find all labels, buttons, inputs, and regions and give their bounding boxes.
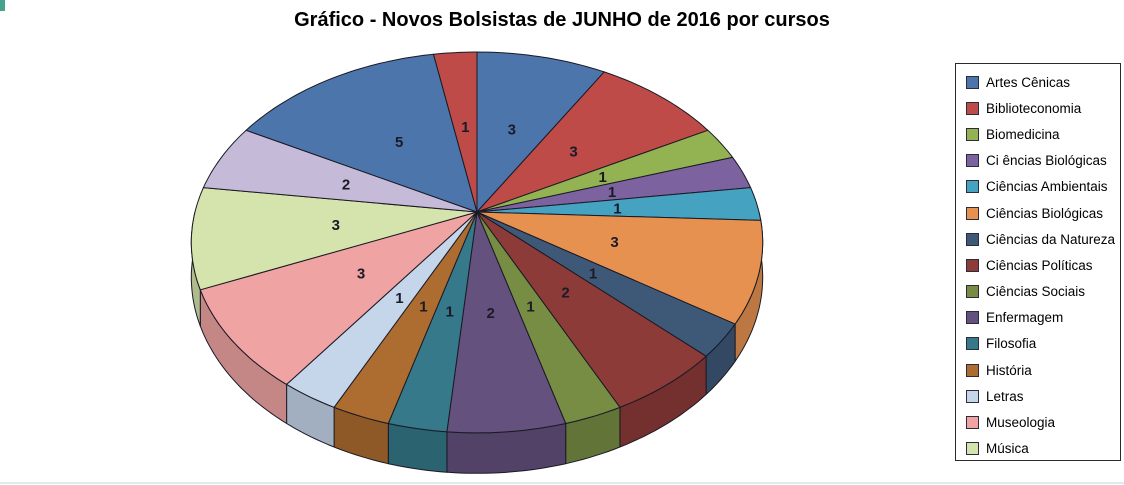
pie-slice-ci-ncias-da-natureza[interactable]: [476, 211, 736, 357]
pie-slice-museologia[interactable]: [199, 211, 478, 385]
legend-item[interactable]: Filosofia: [956, 331, 1120, 357]
legend-item[interactable]: Enfermagem: [956, 305, 1120, 331]
slice-value-label: 1: [395, 290, 403, 307]
pie-slice-artes-c-nicas[interactable]: [476, 51, 605, 213]
pie-slice-hist-ria[interactable]: [333, 211, 478, 424]
legend-item[interactable]: História: [956, 357, 1120, 383]
slice-value-label: 3: [332, 217, 340, 234]
legend-item[interactable]: Ciências da Natureza: [956, 226, 1120, 252]
slice-value-label: 1: [589, 265, 597, 282]
chart-legend[interactable]: Artes Cênicas Biblioteconomia Biomedicina C…: [955, 63, 1121, 461]
slice-value-label: 1: [526, 298, 534, 315]
legend-item[interactable]: Artes Cênicas: [956, 69, 1120, 95]
legend-swatch-icon: [966, 285, 979, 299]
pie-slice-m-sica[interactable]: [190, 187, 478, 291]
legend-swatch-icon: [966, 363, 979, 377]
legend-item[interactable]: Museologia: [956, 409, 1120, 435]
legend-label: História: [986, 362, 1032, 378]
pie-slice[interactable]: [433, 51, 478, 213]
legend-label: Artes Cênicas: [986, 74, 1071, 90]
legend-label: Música: [986, 441, 1029, 457]
pie-slice-ci-ncias-biol-gicas[interactable]: [476, 156, 752, 213]
slice-value-label: 3: [569, 144, 577, 161]
legend-swatch-icon: [966, 389, 979, 403]
legend-label: Ciências Políticas: [986, 257, 1093, 273]
legend-label: Ciências Biológicas: [986, 205, 1104, 221]
pie-slice-filosofia[interactable]: [387, 211, 478, 433]
slice-value-label: 1: [613, 200, 621, 217]
legend-swatch-icon: [966, 416, 979, 430]
legend-swatch-icon: [966, 180, 979, 194]
pie-slice[interactable]: [245, 53, 478, 213]
pie-walls-group: [190, 211, 764, 474]
legend-label: Enfermagem: [986, 310, 1064, 326]
legend-swatch-icon: [966, 75, 979, 89]
legend-item[interactable]: Biomedicina: [956, 121, 1120, 147]
pie-slice-ci-ncias-ambientais[interactable]: [476, 187, 762, 221]
pie-slice-letras[interactable]: [286, 211, 478, 408]
legend-item[interactable]: Ciências Sociais: [956, 279, 1120, 305]
pie-slice-biomedicina[interactable]: [476, 129, 734, 213]
slice-value-label: 1: [599, 169, 607, 186]
legend-label: Ci ências Biológicas: [986, 153, 1107, 169]
legend-item[interactable]: Música: [956, 436, 1120, 462]
slice-value-label: 2: [561, 285, 569, 302]
slice-value-label: 2: [487, 305, 495, 322]
legend-swatch-icon: [966, 442, 979, 456]
pie-slice-ci-ncias-biol-gicas[interactable]: [476, 211, 764, 325]
pie-slice[interactable]: [202, 129, 478, 213]
bottom-border-line: [0, 482, 1124, 484]
legend-swatch-icon: [966, 101, 979, 115]
legend-label: Museologia: [986, 415, 1056, 431]
legend-swatch-icon: [966, 154, 979, 168]
pie-slice-biblioteconomia[interactable]: [476, 71, 709, 213]
slice-value-label: 5: [395, 134, 403, 151]
corner-artifact: [0, 0, 5, 11]
legend-swatch-icon: [966, 311, 979, 325]
pie-tops-group: [190, 51, 764, 434]
legend-item[interactable]: Biblioteconomia: [956, 95, 1120, 121]
legend-item[interactable]: Letras: [956, 383, 1120, 409]
legend-swatch-icon: [966, 337, 979, 351]
legend-label: Biblioteconomia: [986, 100, 1082, 116]
slice-value-label: 3: [357, 265, 365, 282]
chart-title[interactable]: Gráfico - Novos Bolsistas de JUNHO de 20…: [294, 9, 830, 31]
slice-value-label: 1: [446, 304, 454, 321]
pie-slice-enfermagem[interactable]: [446, 211, 567, 434]
slice-value-label: 1: [461, 119, 469, 136]
pie-slice-ci-ncias-pol-ticas[interactable]: [476, 211, 707, 408]
legend-swatch-icon: [966, 232, 979, 246]
legend-label: Ciências Ambientais: [986, 179, 1108, 195]
slice-value-label: 1: [419, 298, 427, 315]
legend-label: Filosofia: [986, 336, 1037, 352]
slice-value-label: 3: [508, 121, 516, 138]
legend-swatch-icon: [966, 127, 979, 141]
legend-item[interactable]: Ciências Políticas: [956, 252, 1120, 278]
legend-label: Ciências da Natureza: [986, 231, 1116, 247]
legend-item[interactable]: Ciências Ambientais: [956, 174, 1120, 200]
legend-label: Biomedicina: [986, 126, 1060, 142]
legend-swatch-icon: [966, 206, 979, 220]
slice-value-label: 2: [342, 176, 350, 193]
legend-swatch-icon: [966, 258, 979, 272]
legend-item[interactable]: Ci ências Biológicas: [956, 148, 1120, 174]
slice-value-label: 1: [608, 184, 616, 201]
slice-value-label: 3: [610, 234, 618, 251]
legend-item[interactable]: Ciências Biológicas: [956, 200, 1120, 226]
legend-label: Ciências Sociais: [986, 284, 1086, 300]
pie-slice-ci-ncias-sociais[interactable]: [476, 211, 621, 424]
legend-label: Letras: [986, 388, 1024, 404]
